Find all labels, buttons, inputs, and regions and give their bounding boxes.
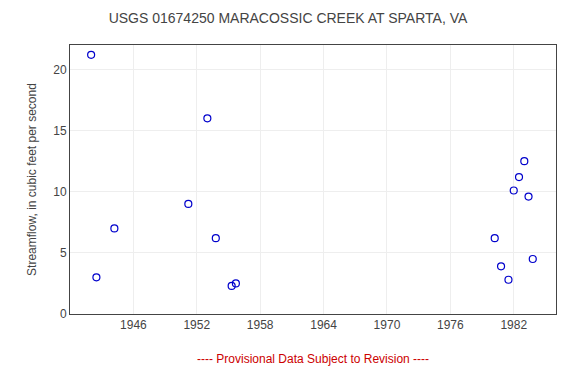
- svg-text:0: 0: [60, 307, 67, 321]
- svg-text:1976: 1976: [437, 318, 464, 332]
- svg-text:1964: 1964: [310, 318, 337, 332]
- svg-text:1982: 1982: [500, 318, 527, 332]
- svg-text:5: 5: [60, 246, 67, 260]
- svg-text:1958: 1958: [247, 318, 274, 332]
- svg-text:USGS 01674250 MARACOSSIC CREEK: USGS 01674250 MARACOSSIC CREEK AT SPARTA…: [109, 10, 468, 26]
- svg-text:1952: 1952: [183, 318, 210, 332]
- svg-text:Streamflow, in cubic feet per: Streamflow, in cubic feet per second: [25, 83, 39, 276]
- svg-text:10: 10: [53, 185, 67, 199]
- svg-text:1970: 1970: [374, 318, 401, 332]
- svg-text:1946: 1946: [120, 318, 147, 332]
- svg-text:15: 15: [53, 124, 67, 138]
- svg-text:20: 20: [53, 63, 67, 77]
- svg-text:---- Provisional Data Subject: ---- Provisional Data Subject to Revisio…: [197, 352, 429, 366]
